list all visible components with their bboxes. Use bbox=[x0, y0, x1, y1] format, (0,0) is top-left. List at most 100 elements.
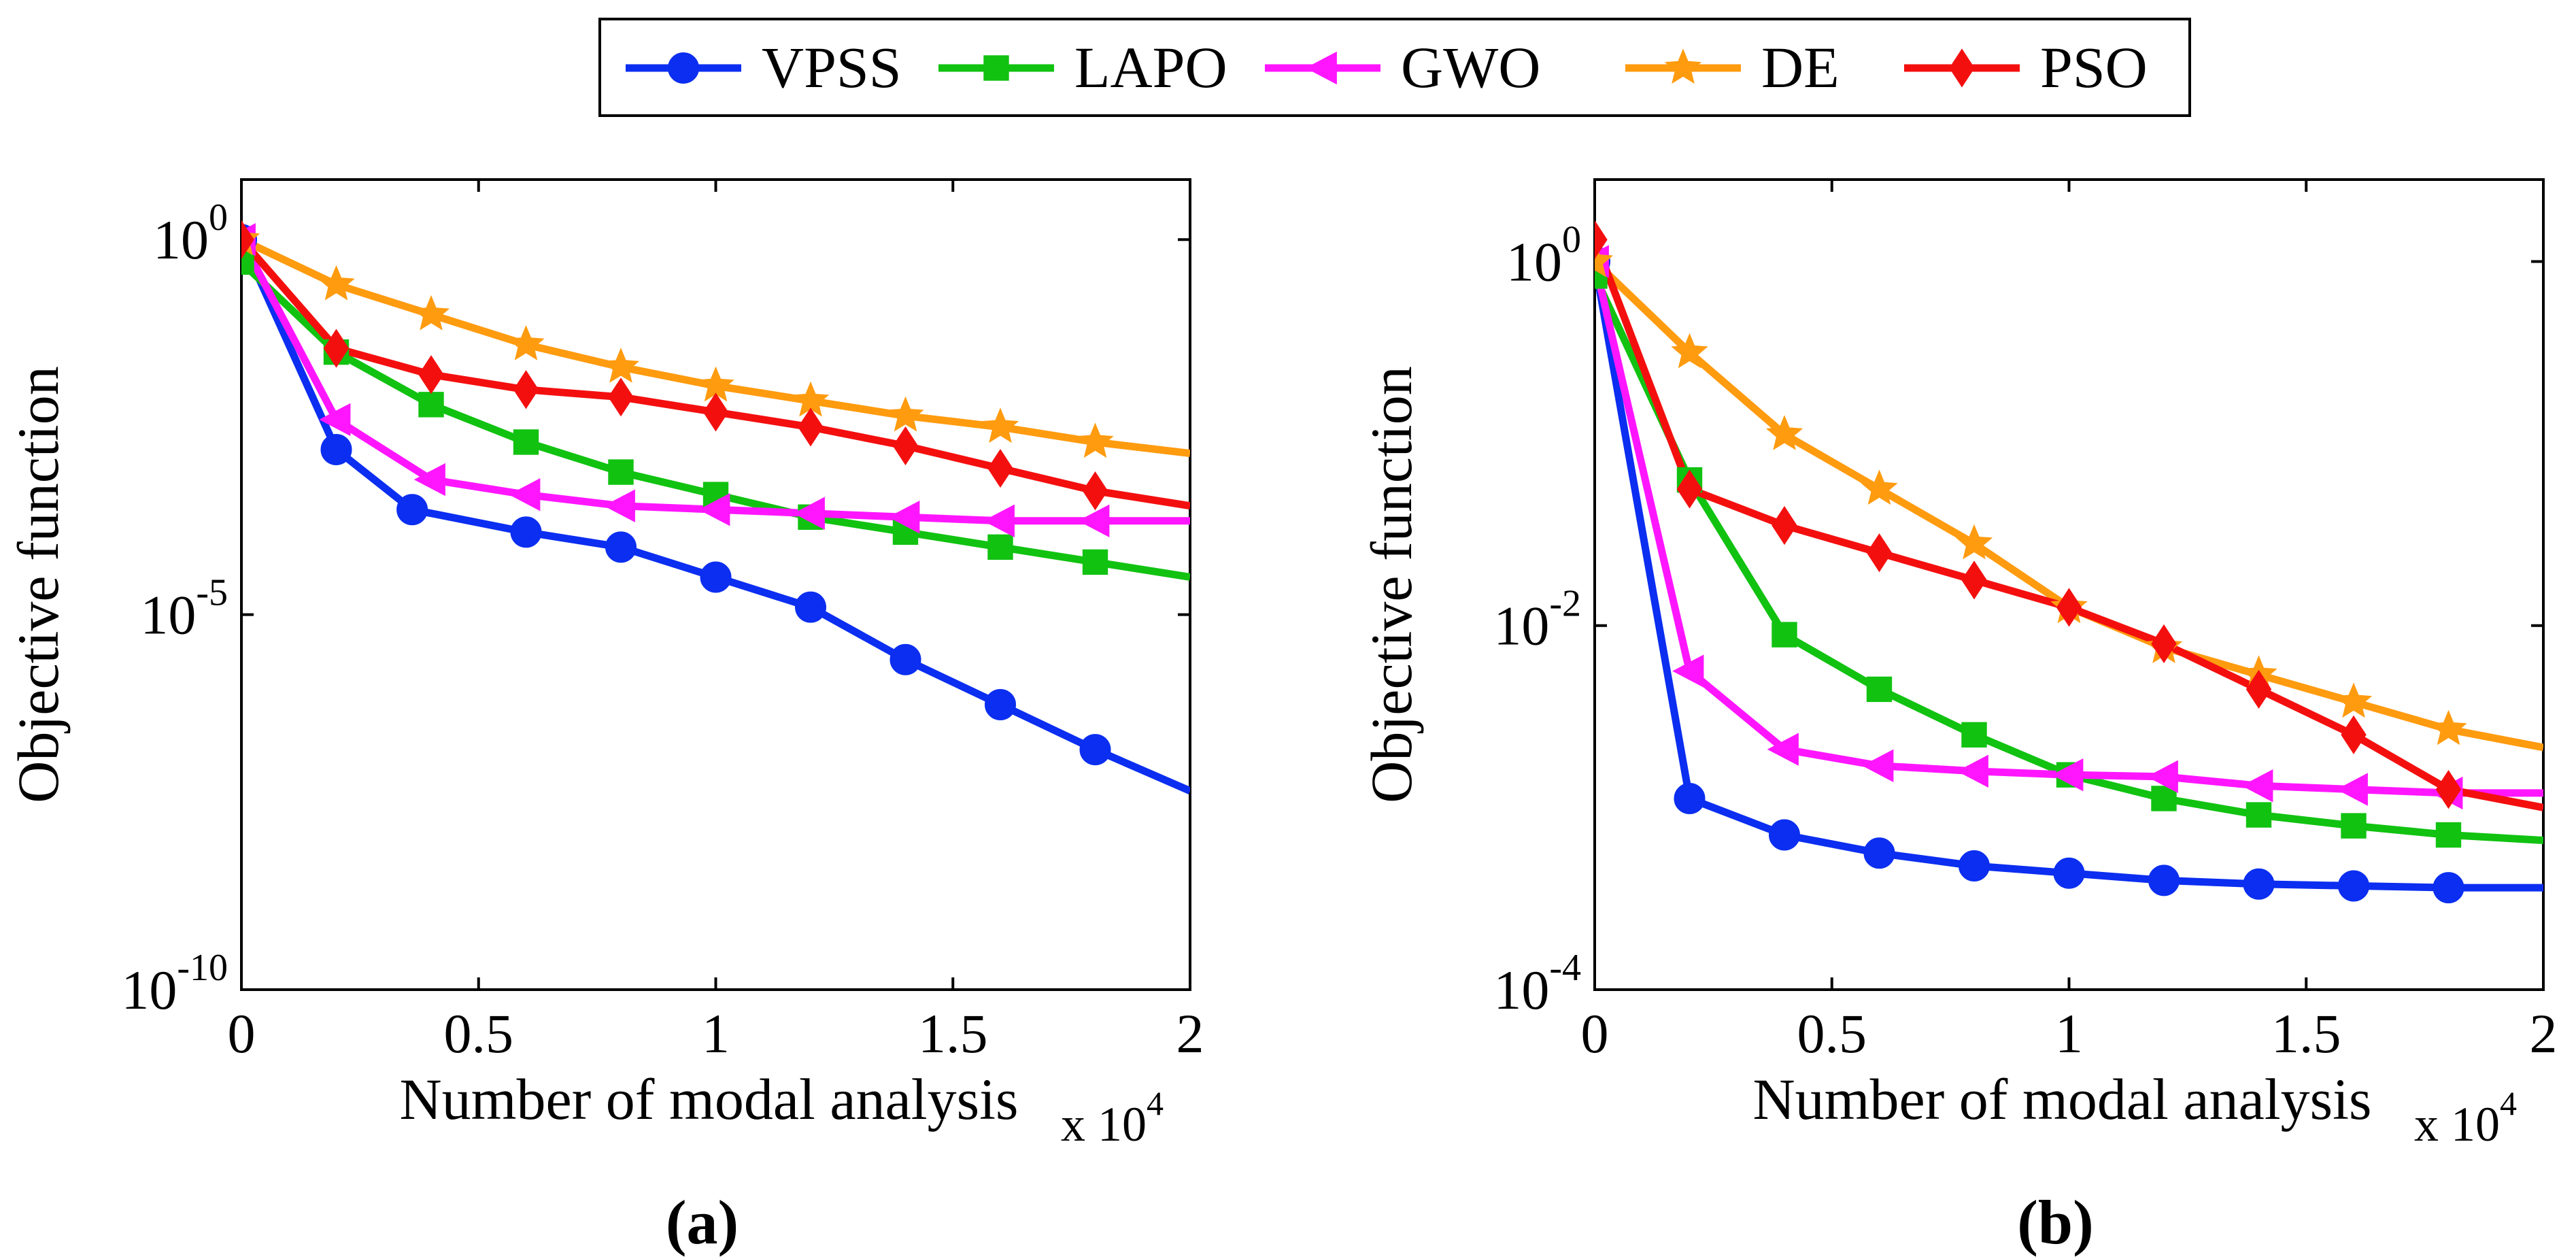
y-tick-exponent: 0 bbox=[209, 197, 228, 239]
data-point-pso bbox=[2435, 769, 2462, 809]
data-point-gwo bbox=[2241, 769, 2273, 803]
data-point-vpss bbox=[795, 591, 826, 623]
legend-entry-pso: PSO bbox=[1904, 35, 2148, 100]
data-point-vpss bbox=[2338, 870, 2369, 902]
data-point-lapo bbox=[2341, 813, 2367, 839]
x-axis-multiplier-exponent: 4 bbox=[1147, 1084, 1164, 1122]
legend-label-de: DE bbox=[1761, 35, 1840, 100]
data-point-gwo bbox=[603, 489, 635, 522]
data-point-vpss bbox=[1674, 782, 1706, 814]
x-tick-label: 1.5 bbox=[2271, 1003, 2341, 1064]
x-tick-label: 0.5 bbox=[444, 1003, 514, 1064]
data-point-lapo bbox=[1082, 549, 1108, 575]
x-axis-multiplier-exponent: 4 bbox=[2500, 1084, 2517, 1122]
x-tick-label: 1 bbox=[702, 1003, 730, 1064]
data-point-vpss bbox=[2148, 864, 2180, 896]
legend-label-vpss: VPSS bbox=[762, 35, 902, 100]
data-point-pso bbox=[1676, 469, 1703, 509]
data-point-de bbox=[1595, 241, 1614, 278]
data-point-vpss bbox=[700, 561, 732, 593]
legend-marker-pso bbox=[1949, 48, 1975, 88]
y-tick-base: 10 bbox=[153, 209, 209, 271]
data-point-lapo bbox=[2435, 822, 2462, 848]
data-point-vpss bbox=[889, 643, 921, 675]
x-axis-label: Number of modal analysis bbox=[400, 1067, 1019, 1132]
data-point-de bbox=[507, 325, 545, 360]
y-tick-exponent: -10 bbox=[177, 947, 228, 989]
data-point-lapo bbox=[1961, 722, 1987, 748]
series-group bbox=[1595, 220, 2543, 904]
data-point-de bbox=[2335, 682, 2373, 718]
x-tick-label: 1 bbox=[2055, 1003, 2083, 1064]
data-point-pso bbox=[323, 329, 350, 368]
data-point-vpss bbox=[1959, 850, 1990, 882]
y-tick-base: 10 bbox=[1493, 595, 1549, 657]
x-tick-label: 0 bbox=[1581, 1003, 1609, 1064]
y-axis-label: Objective function bbox=[5, 366, 71, 803]
data-point-pso bbox=[1961, 560, 1987, 600]
data-point-vpss bbox=[1863, 837, 1895, 869]
legend-entry-de: DE bbox=[1625, 35, 1840, 100]
x-tick-label: 2 bbox=[1176, 1003, 1204, 1064]
x-tick-label: 1.5 bbox=[918, 1003, 988, 1064]
data-point-gwo bbox=[2052, 758, 2084, 792]
data-point-gwo bbox=[1767, 733, 1799, 766]
x-tick-label: 0.5 bbox=[1797, 1003, 1867, 1064]
x-axis-multiplier-base: x 10 bbox=[2414, 1097, 2500, 1152]
panel-label: (b) bbox=[2017, 1188, 2093, 1257]
data-point-pso bbox=[513, 370, 539, 409]
data-point-pso bbox=[987, 448, 1013, 488]
data-point-vpss bbox=[2433, 872, 2464, 904]
data-point-vpss bbox=[2243, 868, 2275, 900]
data-point-lapo bbox=[1866, 676, 1893, 703]
data-point-de bbox=[1077, 422, 1114, 458]
data-point-de bbox=[887, 396, 924, 432]
data-point-gwo bbox=[1862, 749, 1894, 783]
y-tick-exponent: -5 bbox=[196, 572, 228, 614]
legend-label-lapo: LAPO bbox=[1074, 35, 1227, 100]
legend-marker-gwo bbox=[1305, 51, 1337, 85]
data-point-vpss bbox=[320, 434, 352, 465]
data-point-pso bbox=[798, 407, 824, 447]
y-tick-label: 100 bbox=[1506, 218, 1581, 292]
data-point-gwo bbox=[698, 493, 730, 526]
y-tick-base: 10 bbox=[1506, 231, 1562, 292]
data-point-pso bbox=[892, 426, 919, 466]
data-point-de bbox=[981, 407, 1019, 443]
data-point-de bbox=[1671, 333, 1708, 369]
y-tick-base: 10 bbox=[1493, 959, 1549, 1021]
data-point-lapo bbox=[608, 459, 634, 485]
data-point-pso bbox=[1595, 220, 1608, 259]
data-point-gwo bbox=[793, 497, 825, 530]
legend-label-gwo: GWO bbox=[1401, 35, 1540, 100]
data-point-vpss bbox=[985, 688, 1016, 720]
x-tick-label: 2 bbox=[2530, 1003, 2558, 1064]
data-point-vpss bbox=[510, 516, 542, 548]
x-axis-multiplier: x 104 bbox=[1061, 1084, 1164, 1152]
data-point-pso bbox=[608, 377, 634, 417]
panel-label: (a) bbox=[666, 1188, 739, 1257]
legend-marker-vpss bbox=[668, 52, 699, 84]
data-point-de bbox=[697, 366, 734, 402]
data-point-lapo bbox=[418, 392, 444, 418]
y-tick-base: 10 bbox=[140, 584, 196, 646]
y-tick-label: 10-2 bbox=[1493, 583, 1581, 657]
data-point-gwo bbox=[319, 403, 351, 437]
data-point-vpss bbox=[1079, 734, 1111, 766]
data-point-lapo bbox=[2245, 802, 2272, 828]
data-point-pso bbox=[2056, 588, 2082, 627]
data-point-pso bbox=[1082, 471, 1108, 511]
data-point-de bbox=[318, 265, 355, 301]
data-point-vpss bbox=[396, 494, 428, 526]
data-point-gwo bbox=[2146, 760, 2178, 794]
data-point-gwo bbox=[1956, 754, 1988, 788]
data-point-pso bbox=[2245, 669, 2272, 709]
y-tick-exponent: -2 bbox=[1549, 583, 1581, 625]
data-point-de bbox=[1765, 415, 1803, 450]
y-tick-exponent: -4 bbox=[1549, 947, 1581, 989]
data-point-gwo bbox=[983, 504, 1015, 537]
data-point-pso bbox=[2341, 715, 2367, 754]
